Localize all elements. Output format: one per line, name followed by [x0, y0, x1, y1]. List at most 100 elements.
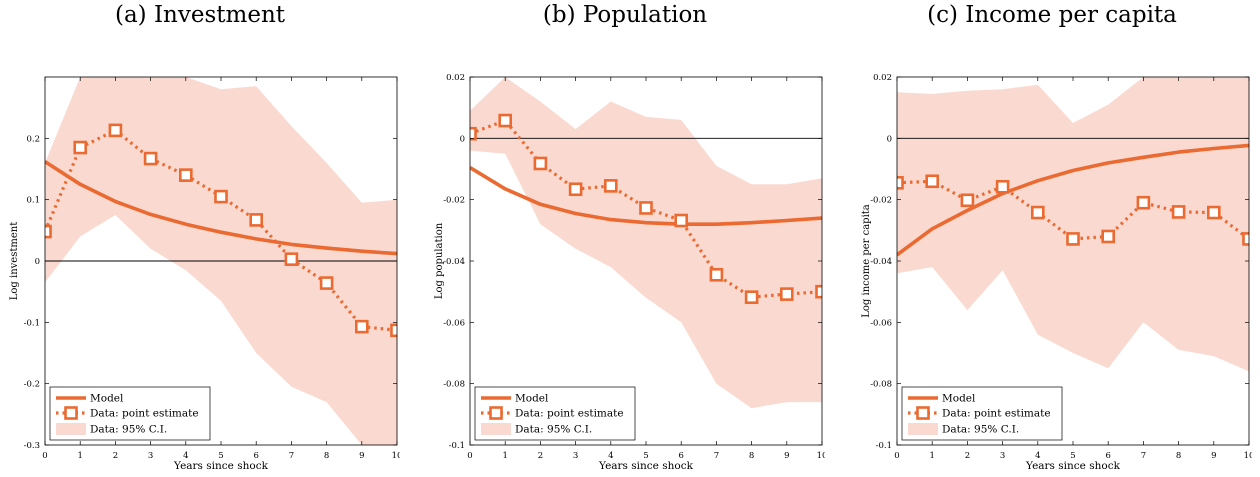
estimate-marker — [925, 174, 939, 189]
x-tick-label: 2 — [538, 451, 543, 461]
estimate-marker — [709, 267, 724, 282]
x-tick-label: 7 — [1141, 451, 1146, 461]
chart-title: (c) Income per capita — [927, 2, 1177, 28]
y-tick-label: -0.3 — [24, 441, 40, 451]
x-tick-label: 10 — [1244, 451, 1252, 461]
estimate-marker — [604, 179, 618, 193]
estimate-marker — [897, 176, 904, 190]
x-tick-label: 4 — [608, 451, 613, 461]
y-tick-label: -0.08 — [870, 380, 892, 390]
estimate-marker — [960, 193, 975, 208]
y-tick-label: -0.02 — [870, 196, 892, 206]
estimate-marker — [470, 126, 477, 141]
x-tick-label: 1 — [77, 451, 82, 461]
y-tick-label: -0.1 — [876, 441, 892, 451]
y-tick-label: -0.06 — [443, 318, 465, 328]
legend-label-model: Model — [942, 393, 976, 405]
x-tick-label: 5 — [1070, 451, 1075, 461]
model-line — [45, 160, 397, 256]
chart-panel-investment: (a) Investment 0 1 2 3 4 5 6 7 8 9 10 -0.3 -0.2 -0.1 0… — [0, 0, 400, 477]
x-axis-label: Years since shock — [598, 460, 694, 472]
legend-swatch-marker — [64, 406, 78, 420]
legend-label-estimate: Data: point estimate — [942, 408, 1051, 420]
x-tick-label: 7 — [289, 451, 294, 461]
x-axis-label: Years since shock — [173, 460, 269, 472]
legend-label-band: Data: 95% C.I. — [90, 424, 167, 436]
x-tick-label: 3 — [148, 451, 153, 461]
estimate-marker — [1206, 205, 1221, 220]
estimate-marker — [1066, 232, 1080, 246]
estimate-marker — [390, 323, 397, 338]
x-tick-label: 6 — [1105, 451, 1110, 461]
y-tick-label: 0.1 — [26, 196, 40, 206]
estimate-marker — [1171, 205, 1186, 219]
y-axis-label: Log population — [434, 222, 445, 299]
estimate-marker — [1136, 195, 1151, 210]
x-tick-label: 3 — [1000, 451, 1005, 461]
estimate-marker — [143, 151, 158, 166]
y-tick-label: -0.1 — [449, 441, 465, 451]
legend-label-estimate: Data: point estimate — [90, 408, 199, 420]
x-tick-label: 1 — [929, 451, 934, 461]
estimate-marker — [73, 140, 87, 155]
x-tick-label: 9 — [359, 451, 364, 461]
y-tick-label: 0.2 — [26, 134, 40, 144]
chart-plot-population: 0 1 2 3 4 5 6 7 8 9 10 -0.1 -0.08 -0.06 -0.04 -0.02 0 0.0… — [434, 73, 825, 472]
model-line — [897, 143, 1249, 257]
x-tick-label: 2 — [965, 451, 970, 461]
x-tick-label: 8 — [749, 451, 754, 461]
y-tick-label: 0 — [35, 257, 40, 267]
estimate-marker — [1101, 229, 1115, 244]
estimate-marker — [108, 123, 123, 138]
model-line — [470, 165, 822, 226]
x-tick-label: 0 — [42, 451, 47, 461]
x-tick-label: 1 — [502, 451, 507, 461]
y-axis-label: Log investment — [9, 222, 20, 300]
y-tick-label: -0.04 — [443, 257, 465, 267]
y-tick-label: -0.02 — [443, 196, 465, 206]
legend-swatch-band — [56, 423, 86, 435]
estimate-marker — [568, 182, 583, 197]
estimate-marker — [674, 213, 688, 228]
chart-panel-income: (c) Income per capita 0 1 2 3 4 5 6 7 8 9 10 -0.1 -0… — [852, 0, 1252, 477]
estimate-marker — [1031, 205, 1045, 220]
estimate-marker — [815, 284, 822, 299]
estimate-marker — [995, 179, 1010, 194]
legend-label-band: Data: 95% C.I. — [515, 424, 592, 436]
x-tick-label: 8 — [324, 451, 329, 461]
chart-plot-investment: 0 1 2 3 4 5 6 7 8 9 10 -0.3 -0.2 -0.1 0 0.1 0.2 Years sin… — [9, 76, 400, 472]
y-tick-label: -0.08 — [443, 380, 465, 390]
y-tick-label: 0 — [887, 134, 892, 144]
x-tick-label: 9 — [1211, 451, 1216, 461]
y-tick-label: -0.2 — [24, 380, 40, 390]
y-tick-label: 0.02 — [873, 73, 892, 83]
y-tick-label: -0.1 — [24, 318, 40, 328]
legend-swatch-band — [908, 423, 938, 435]
x-tick-label: 6 — [253, 451, 258, 461]
estimate-marker — [179, 168, 193, 182]
chart-title: (b) Population — [542, 2, 708, 28]
legend-swatch-marker — [916, 406, 930, 420]
y-tick-label: -0.06 — [870, 318, 892, 328]
estimate-marker — [214, 189, 228, 204]
estimate-marker — [354, 319, 369, 334]
legend: Model Data: point estimate Data: 95% C.I. — [49, 386, 211, 441]
estimate-marker — [744, 290, 759, 304]
legend: Model Data: point estimate Data: 95% C.I. — [901, 386, 1063, 441]
legend-swatch-band — [481, 423, 511, 435]
x-tick-label: 6 — [678, 451, 683, 461]
legend: Model Data: point estimate Data: 95% C.I. — [474, 386, 636, 441]
estimate-marker — [639, 201, 653, 215]
x-tick-label: 0 — [467, 451, 472, 461]
legend-label-model: Model — [515, 393, 549, 405]
x-tick-label: 5 — [643, 451, 648, 461]
x-tick-label: 10 — [392, 451, 400, 461]
x-tick-label: 3 — [573, 451, 578, 461]
legend-label-model: Model — [90, 393, 124, 405]
estimate-marker — [319, 276, 334, 290]
legend-label-band: Data: 95% C.I. — [942, 424, 1019, 436]
legend-swatch-marker — [489, 406, 503, 420]
y-axis-label: Log income per capita — [861, 204, 872, 318]
ci-band — [470, 77, 822, 409]
x-tick-label: 4 — [1035, 451, 1040, 461]
